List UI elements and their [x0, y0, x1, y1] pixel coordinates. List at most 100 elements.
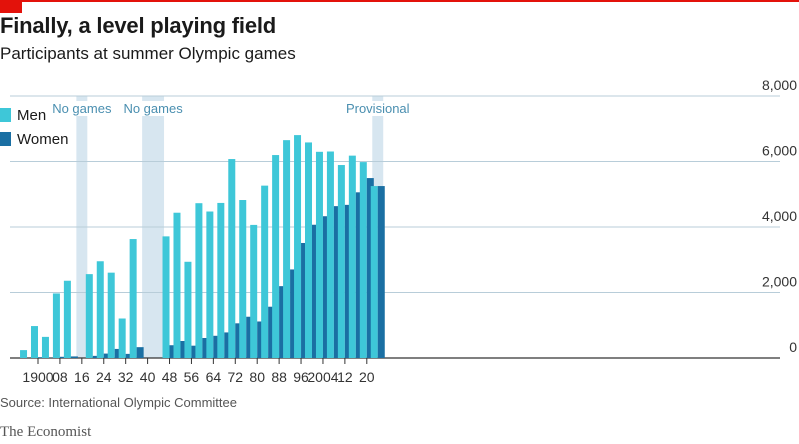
bar-men — [272, 155, 280, 358]
y-tick-label: 6,000 — [762, 143, 797, 159]
bar-women — [169, 345, 177, 358]
bar-men — [41, 336, 49, 358]
bar-men — [294, 135, 302, 358]
bar-men — [359, 162, 367, 358]
bar-women — [224, 332, 232, 358]
bar-women — [257, 321, 265, 358]
y-tick-label: 0 — [789, 339, 797, 355]
x-tick-label: 72 — [227, 369, 243, 385]
bar-men — [326, 151, 334, 358]
y-axis: 0 2,000 4,000 6,000 8,000 — [762, 77, 797, 355]
annotation-label: No games — [52, 101, 112, 116]
bar-women — [246, 316, 254, 358]
bar-men — [228, 159, 236, 358]
bar-men — [305, 142, 312, 358]
legend-label: Men — [17, 107, 46, 124]
bar-women — [377, 186, 385, 358]
bar-men — [217, 202, 225, 358]
annotation-label: No games — [123, 101, 183, 116]
bar-women — [70, 356, 78, 358]
x-tick-label: 64 — [206, 369, 222, 385]
x-tick-label: 20 — [359, 369, 375, 385]
x-tick-label: 48 — [162, 369, 178, 385]
bar-women — [312, 224, 319, 358]
bar-women — [322, 216, 330, 358]
brand-red-tag — [0, 0, 22, 13]
bar-men — [337, 165, 345, 358]
bar-men — [31, 326, 38, 358]
bar-women — [235, 323, 243, 358]
bar-men — [250, 224, 258, 358]
bar-men — [107, 272, 115, 358]
bar-women — [59, 356, 67, 358]
bar-men — [96, 261, 104, 358]
gridlines — [10, 95, 780, 359]
annotation-label: Provisional — [346, 101, 410, 116]
chart-title: Finally, a level playing field — [0, 13, 277, 38]
bar-men — [129, 239, 137, 358]
legend-swatch — [0, 108, 11, 122]
bar-women — [290, 269, 298, 358]
bar-women — [301, 242, 309, 358]
bar-women — [279, 286, 287, 358]
x-tick-label: 08 — [52, 369, 68, 385]
bar-women — [268, 306, 276, 358]
legend: Men Women — [0, 107, 68, 148]
x-tick-label: 96 — [293, 369, 309, 385]
bar-men — [20, 350, 28, 358]
x-tick-label: 12 — [337, 369, 353, 385]
bar-women — [136, 347, 144, 358]
x-tick-label: 40 — [140, 369, 156, 385]
bar-women — [213, 335, 221, 358]
economist-brand: The Economist — [0, 424, 92, 440]
bar-men — [348, 155, 356, 358]
bar-women — [333, 206, 341, 358]
bar-men — [370, 186, 378, 358]
bar-women — [125, 353, 133, 358]
x-tick-label: 1900 — [22, 369, 53, 385]
bar-women — [366, 178, 374, 358]
legend-swatch — [0, 132, 11, 146]
bar-women — [103, 353, 111, 358]
bar-men — [118, 318, 126, 358]
x-tick-label: 32 — [118, 369, 134, 385]
x-tick-label: 24 — [96, 369, 112, 385]
bar-men — [283, 140, 291, 358]
y-tick-label: 2,000 — [762, 274, 797, 290]
bar-women — [202, 337, 210, 358]
bar-men — [85, 274, 93, 358]
bar-women — [114, 348, 122, 358]
x-tick-label: 80 — [249, 369, 265, 385]
bar-women — [355, 192, 363, 358]
bar-men — [206, 211, 214, 358]
x-tick-label: 56 — [184, 369, 200, 385]
bar-men — [195, 203, 203, 358]
bar-men — [173, 212, 181, 358]
bar-women — [92, 355, 100, 358]
x-tick-label: 2004 — [307, 369, 338, 385]
bar-men — [63, 280, 71, 358]
x-tick-label: 88 — [271, 369, 287, 385]
annotation-label-bg — [343, 101, 412, 116]
chart-subtitle: Participants at summer Olympic games — [0, 44, 296, 63]
y-tick-label: 4,000 — [762, 208, 797, 224]
bar-men — [239, 200, 247, 358]
bar-women — [38, 357, 45, 358]
bar-women — [344, 204, 352, 358]
bars — [20, 135, 385, 358]
source-note: Source: International Olympic Committee — [0, 395, 237, 410]
annotation-label-bg — [50, 101, 114, 116]
top-accent-rule — [0, 0, 799, 2]
bar-men — [261, 185, 269, 358]
annotation-label-bg — [121, 101, 186, 116]
bar-women — [191, 345, 199, 358]
bar-men — [184, 261, 192, 358]
legend-label: Women — [17, 131, 68, 148]
x-tick-label: 16 — [74, 369, 90, 385]
y-tick-label: 8,000 — [762, 77, 797, 93]
bar-men — [315, 151, 323, 358]
bar-women — [180, 341, 188, 358]
bar-men — [52, 293, 60, 358]
